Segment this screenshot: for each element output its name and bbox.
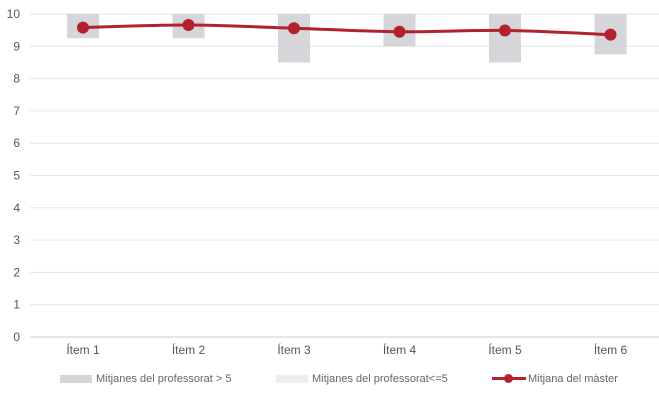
data-point bbox=[604, 28, 617, 41]
data-point bbox=[499, 24, 511, 37]
x-tick-label: Ítem 5 bbox=[488, 342, 522, 357]
data-point bbox=[288, 22, 300, 35]
data-point bbox=[393, 25, 406, 38]
y-tick-label: 8 bbox=[13, 72, 20, 86]
master-average-line bbox=[77, 18, 617, 41]
master-average-path bbox=[81, 23, 612, 37]
y-tick-label: 0 bbox=[13, 330, 20, 344]
y-tick-label: 6 bbox=[13, 136, 20, 150]
x-tick-label: Ítem 6 bbox=[594, 342, 628, 357]
y-tick-label: 7 bbox=[13, 104, 20, 118]
x-axis-ticks: Ítem 1 Ítem 2 Ítem 3 Ítem 4 Ítem 5 Ítem 6 bbox=[66, 342, 627, 357]
y-axis-ticks: 0 1 2 3 4 5 6 7 8 9 10 bbox=[7, 7, 21, 344]
legend-label-master: Mitjana del màster bbox=[528, 373, 618, 385]
y-tick-label: 9 bbox=[13, 39, 20, 53]
x-tick-label: Ítem 2 bbox=[172, 342, 206, 357]
legend-item-above5[interactable]: Mitjanes del professorat > 5 bbox=[60, 369, 231, 389]
legend-swatch-below5 bbox=[276, 375, 308, 383]
y-tick-label: 5 bbox=[13, 169, 20, 183]
range-bar bbox=[489, 14, 521, 63]
range-bars bbox=[67, 14, 627, 63]
y-tick-label: 3 bbox=[13, 233, 20, 247]
data-point bbox=[182, 18, 195, 31]
y-tick-label: 4 bbox=[13, 201, 20, 215]
range-bar bbox=[278, 14, 310, 63]
y-tick-label: 1 bbox=[13, 298, 20, 312]
legend-item-below5[interactable]: Mitjanes del professorat<=5 bbox=[276, 369, 448, 389]
legend-label-above5: Mitjanes del professorat > 5 bbox=[96, 373, 232, 385]
legend-swatch-master bbox=[492, 373, 526, 385]
y-tick-label: 10 bbox=[7, 7, 21, 21]
grid-lines bbox=[30, 13, 659, 338]
y-tick-label: 2 bbox=[13, 265, 20, 279]
legend-item-master[interactable]: Mitjana del màster bbox=[492, 369, 618, 389]
x-tick-label: Ítem 4 bbox=[383, 342, 417, 357]
legend-swatch-above5 bbox=[60, 375, 92, 383]
data-point bbox=[77, 21, 89, 34]
x-tick-label: Ítem 3 bbox=[277, 342, 311, 357]
legend: Mitjanes del professorat > 5 Mitjanes de… bbox=[0, 369, 659, 389]
x-tick-label: Ítem 1 bbox=[66, 342, 100, 357]
legend-label-below5: Mitjanes del professorat<=5 bbox=[312, 373, 448, 385]
